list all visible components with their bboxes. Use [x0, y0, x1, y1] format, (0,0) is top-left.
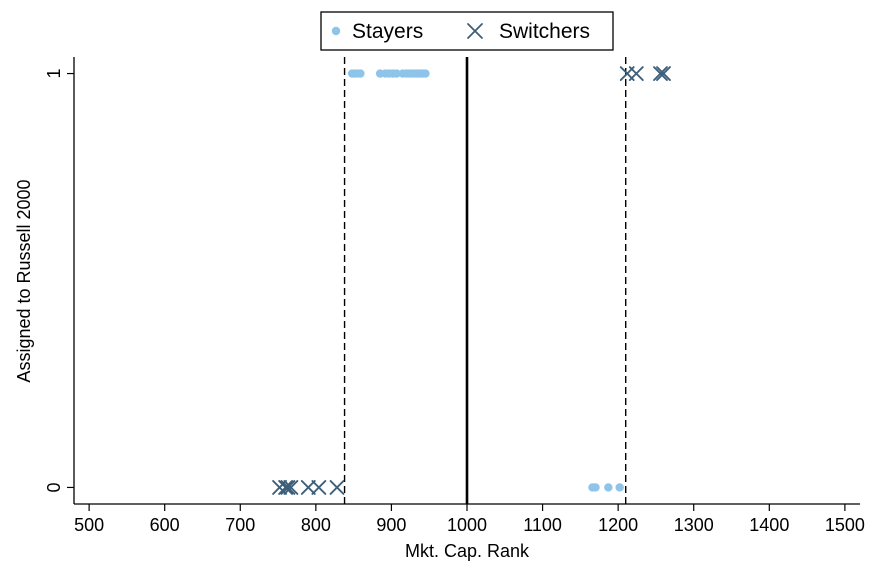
- legend-box: [320, 11, 614, 51]
- point-switchers: [656, 66, 671, 81]
- x-tick-label: 900: [376, 515, 406, 535]
- x-tick-label: 800: [301, 515, 331, 535]
- x-tick-label: 1500: [825, 515, 865, 535]
- x-tick-label: 1100: [523, 515, 562, 535]
- x-tick-label: 1000: [447, 515, 487, 535]
- reference-lines: [343, 57, 627, 504]
- x-tick-label: 1200: [598, 515, 638, 535]
- point-switchers: [280, 480, 296, 495]
- point-switchers: [300, 480, 316, 495]
- x-tick-label: 1400: [749, 515, 789, 535]
- x-tick-label: 500: [74, 515, 104, 535]
- point-stayers: [421, 69, 430, 78]
- x-tick-label: 1300: [674, 515, 714, 535]
- legend-label-stayers: Stayers: [352, 20, 423, 43]
- y-tick-label: 0: [44, 482, 64, 492]
- x-axis-label: Mkt. Cap. Rank: [405, 541, 530, 561]
- point-stayers: [604, 483, 613, 492]
- legend-marker-stayers: [331, 26, 341, 36]
- point-switchers: [653, 66, 668, 81]
- y-tick-label: 1: [44, 69, 64, 79]
- legend-label-switchers: Switchers: [499, 20, 590, 43]
- point-switchers: [628, 66, 644, 81]
- point-switchers: [283, 480, 299, 495]
- point-switchers: [311, 480, 327, 495]
- x-tick-label: 600: [150, 515, 180, 535]
- point-switchers: [329, 480, 345, 495]
- point-stayers: [591, 483, 600, 492]
- point-stayers: [392, 69, 401, 78]
- data-points: [272, 66, 671, 495]
- plot-axes: 500 600 700 800 900 1000 1100 1200 1300 1400 1500 0…: [44, 57, 865, 535]
- legend-marker-switchers: [467, 23, 483, 39]
- x-tick-label: 700: [225, 515, 255, 535]
- point-stayers: [356, 69, 365, 78]
- point-stayers: [615, 483, 624, 492]
- legend: Stayers Switchers: [320, 11, 614, 51]
- y-axis-label: Assigned to Russell 2000: [14, 179, 34, 382]
- point-switchers: [278, 480, 294, 495]
